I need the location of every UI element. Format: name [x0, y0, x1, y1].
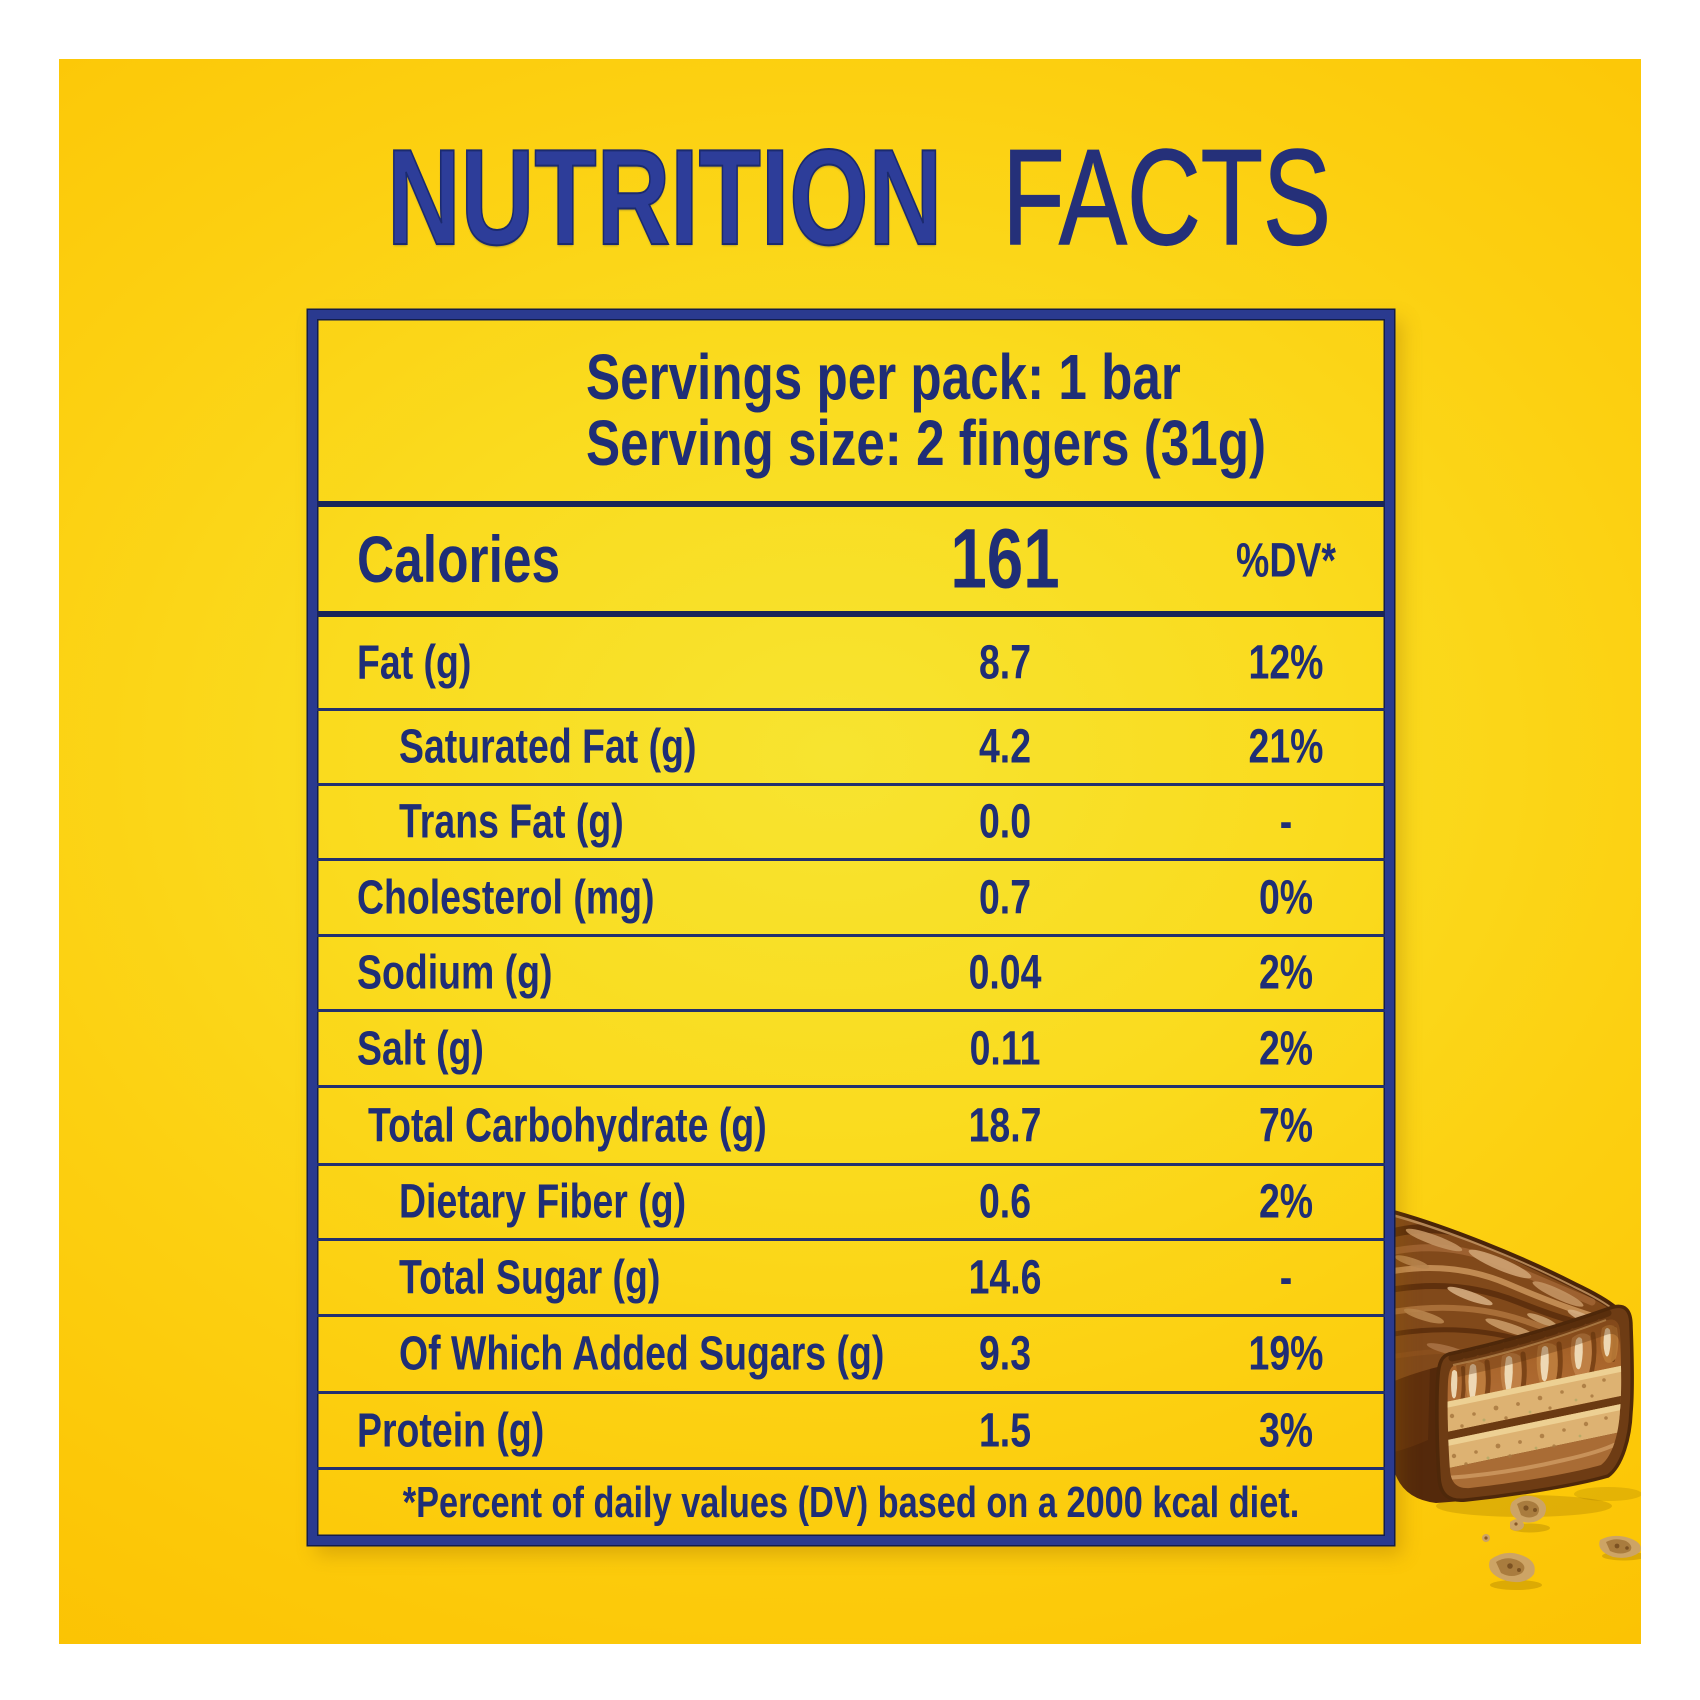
row-label: Protein (g): [357, 1404, 545, 1457]
table-row-dietary-fiber: Dietary Fiber (g) 0.6 2%: [317, 1166, 1385, 1241]
footnote-row: *Percent of daily values (DV) based on a…: [317, 1470, 1385, 1536]
row-dv: 0%: [1258, 871, 1314, 924]
table-row-fat: Fat (g) 8.7 12%: [317, 617, 1385, 711]
row-label: Fat (g): [357, 636, 472, 689]
row-dv: 2%: [1258, 1022, 1314, 1075]
row-label: Salt (g): [357, 1022, 484, 1075]
row-value: 1.5: [978, 1404, 1032, 1457]
serving-info-row: Servings per pack: 1 bar Serving size: 2…: [317, 319, 1385, 507]
servings-per-pack: Servings per pack: 1 bar: [586, 341, 1181, 413]
row-dv: 2%: [1258, 946, 1314, 1000]
row-dv: 12%: [1248, 636, 1324, 689]
table-row-cholesterol: Cholesterol (mg) 0.7 0%: [317, 861, 1385, 937]
crumbs: [1482, 1495, 1641, 1590]
row-label: Trans Fat (g): [399, 795, 624, 849]
row-dv: -: [1279, 795, 1293, 849]
row-value: 0.04: [968, 946, 1042, 1000]
row-dv: 2%: [1258, 1175, 1314, 1229]
title-word-nutrition: NUTRITION: [386, 121, 943, 273]
row-label: Saturated Fat (g): [399, 720, 697, 774]
row-value: 0.6: [978, 1175, 1032, 1229]
row-label: Total Sugar (g): [399, 1251, 661, 1304]
table-row-protein: Protein (g) 1.5 3%: [317, 1394, 1385, 1470]
row-value: 0.0: [978, 795, 1032, 849]
row-value: 14.6: [968, 1251, 1042, 1304]
serving-size: Serving size: 2 fingers (31g): [586, 407, 1267, 479]
table-row-trans-fat: Trans Fat (g) 0.0 -: [317, 786, 1385, 861]
row-dv: 21%: [1248, 720, 1324, 774]
table-row-salt: Salt (g) 0.11 2%: [317, 1012, 1385, 1088]
row-value: 8.7: [978, 636, 1032, 689]
table-row-sodium: Sodium (g) 0.04 2%: [317, 937, 1385, 1012]
dv-header: %DV*: [1236, 534, 1336, 588]
table-row-saturated-fat: Saturated Fat (g) 4.2 21%: [317, 711, 1385, 786]
table-row-total-sugar: Total Sugar (g) 14.6 -: [317, 1241, 1385, 1317]
title-word-facts: FACTS: [1002, 121, 1332, 273]
nutrition-table: Servings per pack: 1 bar Serving size: 2…: [308, 310, 1394, 1545]
row-value: 9.3: [978, 1327, 1032, 1381]
row-value: 18.7: [968, 1099, 1042, 1152]
row-value: 0.7: [978, 871, 1032, 924]
chocolate-bar-illustration: [1388, 1209, 1641, 1590]
calories-row: Calories 161 %DV*: [317, 507, 1385, 617]
row-label: Dietary Fiber (g): [399, 1175, 687, 1229]
table-row-total-carbohydrate: Total Carbohydrate (g) 18.7 7%: [317, 1088, 1385, 1166]
row-dv: -: [1279, 1251, 1293, 1304]
calories-value: 161: [950, 511, 1060, 606]
table-row-added-sugars: Of Which Added Sugars (g) 9.3 19%: [317, 1317, 1385, 1394]
row-dv: 3%: [1258, 1404, 1314, 1457]
calories-label: Calories: [357, 522, 561, 596]
row-dv: 7%: [1258, 1099, 1314, 1152]
row-label: Cholesterol (mg): [357, 871, 655, 924]
row-label: Of Which Added Sugars (g): [399, 1327, 885, 1381]
row-value: 4.2: [978, 720, 1032, 774]
row-value: 0.11: [969, 1022, 1041, 1075]
yellow-background: NUTRITION FACTS: [59, 59, 1641, 1644]
footnote: *Percent of daily values (DV) based on a…: [402, 1478, 1300, 1527]
row-dv: 19%: [1248, 1327, 1324, 1381]
row-label: Sodium (g): [357, 946, 553, 1000]
row-label: Total Carbohydrate (g): [368, 1099, 767, 1152]
serving-info: Servings per pack: 1 bar Serving size: 2…: [586, 344, 1266, 476]
